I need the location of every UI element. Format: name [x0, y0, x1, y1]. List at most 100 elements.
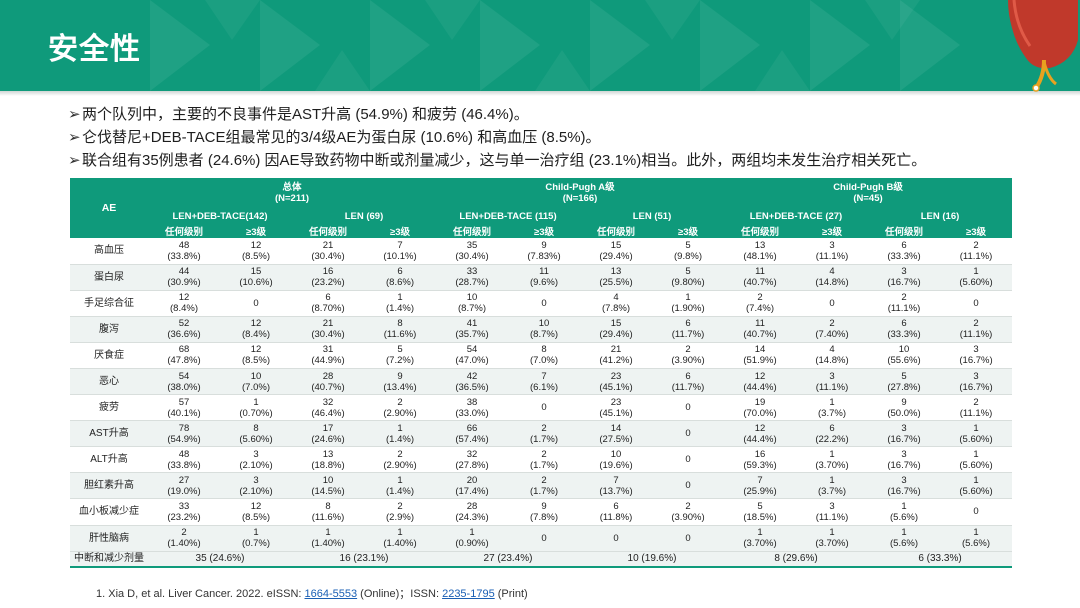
arrow-bullet-icon: ➢ [68, 152, 81, 169]
table-cell: 0 [652, 472, 724, 500]
ae-label: 血小板减少症 [70, 498, 148, 526]
table-cell: 48 (33.8%) [148, 446, 220, 474]
bullet-item: ➢联合组有35例患者 (24.6%) 因AE导致药物中断或剂量减少，这与单一治疗… [68, 149, 1058, 172]
table-row: 腹泻 52 (36.6%) 12 (8.4%) 21 (30.4%) 8 (11.6%) 41 (3… [70, 316, 1013, 343]
table-row: 蛋白尿 44 (30.9%) 15 (10.6%) 16 (23.2%) 6 (8.6%) 33(… [70, 264, 1013, 291]
table-cell: 0 [940, 290, 1013, 317]
ae-label: 恶心 [70, 368, 148, 396]
table-cell: 1 (3.7%) [796, 394, 868, 422]
arrow-bullet-icon: ➢ [68, 106, 81, 123]
table-cell: 7 (25.9%) [724, 472, 796, 500]
table-cell: 1 (1.90%) [652, 290, 724, 317]
table-cell: 5 (27.8%) [868, 368, 940, 396]
table-cell: 54 (47.0%) [436, 342, 508, 369]
table-cell: 68 (47.8%) [148, 342, 220, 369]
table-row: 疲劳 57 (40.1%) 1 (0.70%) 32 (46.4%) 2 (2.90%) 38 (3… [70, 394, 1013, 422]
table-cell: 3 (16.7%) [940, 368, 1013, 396]
table-cell: 8 (7.0%) [508, 342, 580, 369]
ae-label: 手足综合征 [70, 290, 148, 317]
grade-any-header: 任何级别 [868, 224, 940, 238]
liver-organ-icon [1008, 0, 1078, 92]
ae-label: 疲劳 [70, 394, 148, 422]
ae-label: 高血压 [70, 238, 148, 265]
table-cell: 3 (16.7%) [868, 264, 940, 291]
table-cell: 3 (16.7%) [868, 420, 940, 448]
table-cell: 42 (36.5%) [436, 368, 508, 396]
table-cell: 12 (8.4%) [220, 316, 292, 343]
ae-label: ALT升高 [70, 446, 148, 474]
table-cell: 2 (1.40%) [148, 525, 220, 552]
header-band: 安全性 [0, 0, 1080, 91]
table-cell: 21 (30.4%) [292, 238, 364, 265]
table-cell: 5 (9.80%) [652, 264, 724, 291]
table-cell: 15 (29.4%) [580, 316, 652, 343]
table-row: 手足综合征 12 (8.4%) 0 6 (8.70%) 1 (1.4%) 10 (8.7%) 0 4(… [70, 290, 1013, 317]
summary-value: 8 (29.6%) [724, 551, 868, 569]
table-cell: 4 (14.8%) [796, 264, 868, 291]
arrow-bullet-icon: ➢ [68, 129, 81, 146]
table-cell: 13 (25.5%) [580, 264, 652, 291]
table-cell: 16 (59.3%) [724, 446, 796, 474]
table-cell: 0 [580, 525, 652, 552]
table-cell: 66 (57.4%) [436, 420, 508, 448]
table-row: 肝性脑病 2 (1.40%) 1 (0.7%) 1 (1.40%) 1 (1.40%) 1 (0.9… [70, 525, 1013, 552]
table-cell: 6 (8.70%) [292, 290, 364, 317]
table-cell: 0 [652, 525, 724, 552]
table-cell: 1 (0.7%) [220, 525, 292, 552]
table-cell: 48 (33.8%) [148, 238, 220, 265]
table-cell: 3 (16.7%) [940, 342, 1013, 369]
page-title: 安全性 [48, 33, 141, 66]
table-cell: 1 (1.4%) [364, 290, 436, 317]
table-row: ALT升高 48 (33.8%) 3 (2.10%) 13 (18.8%) 2 (2.90%) 3… [70, 446, 1013, 474]
table-cell: 15 (10.6%) [220, 264, 292, 291]
grade-3plus-header: ≥3级 [220, 224, 292, 238]
table-cell: 0 [796, 290, 868, 317]
table-cell: 9 (7.83%) [508, 238, 580, 265]
table-cell: 1 (5.6%) [940, 525, 1013, 552]
table-cell: 35 (30.4%) [436, 238, 508, 265]
table-cell: 14 (27.5%) [580, 420, 652, 448]
ae-label: 腹泻 [70, 316, 148, 343]
table-cell: 0 [220, 290, 292, 317]
table-cell: 0 [940, 498, 1013, 526]
ae-label: 肝性脑病 [70, 525, 148, 552]
table-cell: 2 (3.90%) [652, 498, 724, 526]
table-cell: 12 (8.5%) [220, 498, 292, 526]
table-cell: 6 (33.3%) [868, 238, 940, 265]
bullet-item: ➢仑伐替尼+DEB-TACE组最常见的3/4级AE为蛋白尿 (10.6%) 和高… [68, 126, 1058, 149]
grade-any-header: 任何级别 [724, 224, 796, 238]
table-cell: 0 [652, 394, 724, 422]
table-cell: 6 (22.2%) [796, 420, 868, 448]
table-cell: 1 (3.7%) [796, 472, 868, 500]
group-header-child-pugh-b: Child-Pugh B级 (N=45) [724, 178, 1013, 208]
safety-table-container: AE 总体 (N=211) Child-Pugh A级 (N=166) Child-… [70, 178, 1013, 569]
table-cell: 1 (3.70%) [796, 446, 868, 474]
table-cell: 1 (5.60%) [940, 446, 1013, 474]
eissn-link[interactable]: 1664-5553 [304, 588, 358, 600]
grade-any-header: 任何级别 [292, 224, 364, 238]
table-cell: 2 (11.1%) [940, 316, 1013, 343]
summary-value: 10 (19.6%) [580, 551, 724, 569]
table-cell: 6 (11.8%) [580, 498, 652, 526]
table-cell: 2 (11.1%) [940, 238, 1013, 265]
table-cell: 13 (48.1%) [724, 238, 796, 265]
table-cell: 28 (40.7%) [292, 368, 364, 396]
table-cell: 3 (11.1%) [796, 368, 868, 396]
issn-link[interactable]: 2235-1795 [442, 588, 495, 600]
table-cell: 3 (16.7%) [868, 446, 940, 474]
table-row: 厌食症 68 (47.8%) 12 (8.5%) 31 (44.9%) 5 (7.2%) 54 (4… [70, 342, 1013, 369]
table-cell: 5 (18.5%) [724, 498, 796, 526]
safety-table: AE 总体 (N=211) Child-Pugh A级 (N=166) Child-… [70, 178, 1013, 569]
ae-label: AST升高 [70, 420, 148, 448]
table-cell: 28 (24.3%) [436, 498, 508, 526]
table-cell: 2 (7.40%) [796, 316, 868, 343]
table-cell: 7 (10.1%) [364, 238, 436, 265]
group-header-overall: 总体 (N=211) [148, 178, 436, 208]
table-cell: 1 (3.70%) [796, 525, 868, 552]
table-cell: 20 (17.4%) [436, 472, 508, 500]
table-cell: 1 (3.70%) [724, 525, 796, 552]
table-cell: 1 (5.6%) [868, 498, 940, 526]
summary-value: 16 (23.1%) [292, 551, 436, 569]
table-cell: 6 (33.3%) [868, 316, 940, 343]
table-cell: 57 (40.1%) [148, 394, 220, 422]
